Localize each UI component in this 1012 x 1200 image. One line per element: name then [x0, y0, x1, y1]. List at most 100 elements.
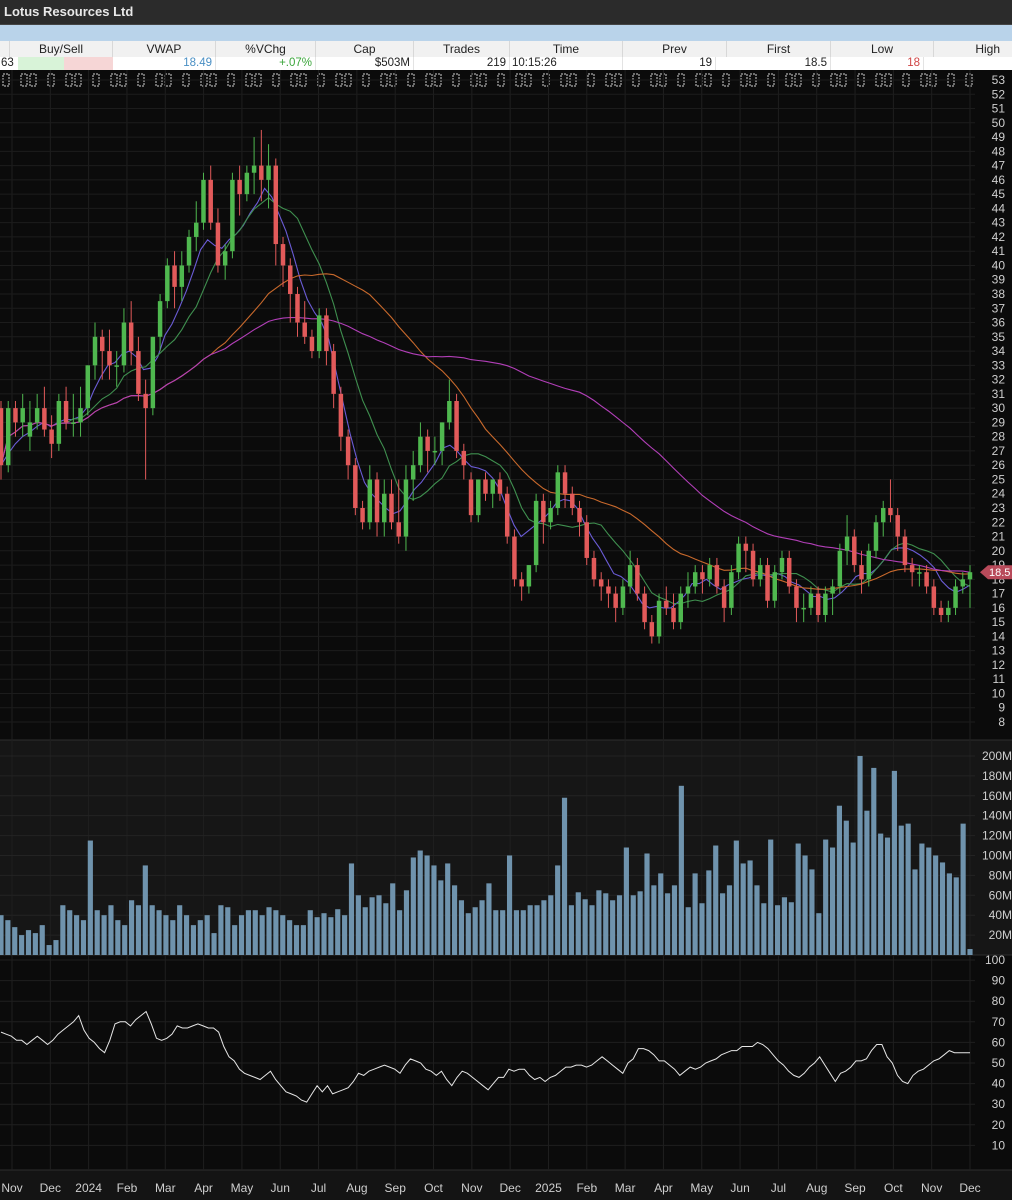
volume-bar: [603, 893, 609, 955]
volume-bar: [610, 900, 616, 955]
x-tick-label: Mar: [615, 1181, 636, 1195]
volume-bar: [458, 900, 465, 955]
candle-body: [808, 593, 814, 608]
x-tick-label: Feb: [117, 1181, 138, 1195]
price-tick-label: 51: [992, 102, 1006, 116]
candle-body: [844, 536, 850, 551]
price-tick-label: 34: [992, 344, 1006, 358]
volume-bar: [74, 915, 80, 955]
candle-body: [533, 500, 539, 566]
x-tick-label: Dec: [40, 1181, 61, 1195]
volume-bar: [740, 863, 746, 955]
volume-bar: [60, 905, 66, 955]
volume-bar: [520, 910, 526, 955]
candle-body: [598, 579, 604, 587]
volume-bar: [32, 933, 38, 955]
last-price-label: 18.5: [989, 567, 1010, 579]
candle-body: [237, 179, 242, 195]
candle-body: [729, 572, 734, 608]
candle-body: [439, 422, 445, 451]
candle-body: [13, 408, 18, 423]
candle-body: [403, 479, 409, 537]
candle-body: [888, 508, 893, 516]
candle-body: [222, 251, 228, 266]
candle-body: [128, 322, 134, 352]
candle-body: [157, 301, 163, 337]
candle-body: [85, 365, 91, 409]
volume-bar: [417, 850, 423, 955]
x-tick-label: Apr: [194, 1181, 213, 1195]
volume-bar: [596, 890, 602, 955]
candle-body: [34, 408, 40, 423]
volume-bar: [864, 810, 870, 955]
candle-body: [331, 351, 336, 394]
candle-body: [476, 479, 481, 516]
volume-bar: [142, 865, 148, 955]
volume-bar: [658, 873, 664, 955]
candle-body: [186, 236, 192, 266]
price-tick-label: 17: [992, 587, 1006, 601]
candle-body: [584, 522, 589, 558]
price-tick-label: 31: [992, 387, 1006, 401]
candle-body: [49, 429, 54, 444]
candle-body: [577, 508, 582, 523]
candle-body: [338, 393, 344, 437]
candle-body: [266, 165, 271, 180]
price-tick-label: 12: [992, 658, 1006, 672]
candle-body: [859, 565, 864, 580]
volume-bar: [19, 935, 25, 955]
volume-bar: [720, 893, 726, 955]
volume-bar: [761, 903, 767, 955]
x-tick-label: Nov: [461, 1181, 482, 1195]
candle-body: [302, 322, 307, 337]
price-tick-label: 41: [992, 244, 1006, 258]
volume-bar: [692, 873, 698, 955]
x-tick-label: May: [690, 1181, 713, 1195]
price-panel-bg: [0, 70, 1012, 740]
candle-body: [750, 550, 756, 580]
price-chart[interactable]: Nov Dec 2024 Feb Mar Apr May Jun Jul Aug Sep Oct Nov…: [0, 70, 1012, 1200]
volume-bar: [699, 903, 705, 955]
candle-body: [801, 607, 806, 610]
volume-bar: [183, 915, 190, 955]
volume-bar: [465, 913, 471, 955]
candle-body: [880, 508, 886, 523]
header-first: First: [727, 41, 831, 57]
volume-bar: [726, 885, 733, 955]
volume-bar: [232, 925, 238, 955]
volume-bar: [754, 885, 760, 955]
candle-body: [664, 600, 669, 608]
price-tick-label: 53: [992, 73, 1006, 87]
price-tick-label: 47: [992, 159, 1006, 173]
volume-bar: [665, 893, 671, 955]
candle-body: [765, 565, 770, 601]
volume-bar: [53, 940, 59, 955]
volume-bar: [555, 865, 561, 955]
volume-bar: [101, 915, 107, 955]
price-tick-label: 28: [992, 430, 1006, 444]
volume-bar: [871, 767, 877, 955]
volume-bar: [369, 897, 375, 955]
candle-body: [620, 586, 626, 608]
volume-bar: [108, 905, 114, 955]
header-high: High: [975, 42, 1000, 56]
volume-bar: [568, 905, 574, 955]
volume-bar: [307, 910, 313, 955]
value-first: 18.5: [727, 57, 831, 70]
candle-body: [606, 586, 611, 594]
x-tick-label: Oct: [424, 1181, 443, 1195]
price-tick-label: 8: [998, 715, 1005, 729]
volume-bar: [135, 905, 142, 955]
candle-body: [786, 557, 792, 587]
candle-body: [461, 450, 467, 466]
candle-body: [396, 522, 401, 537]
candle-body: [685, 586, 691, 594]
x-axis-bg: [0, 1170, 1012, 1200]
header-left-fragment: [0, 41, 10, 57]
candle-body: [360, 508, 365, 523]
candle-body: [454, 401, 459, 451]
volume-tick-label: 100M: [982, 848, 1012, 862]
candle-body: [273, 165, 279, 245]
candle-body: [794, 586, 799, 608]
price-tick-label: 40: [992, 258, 1006, 272]
